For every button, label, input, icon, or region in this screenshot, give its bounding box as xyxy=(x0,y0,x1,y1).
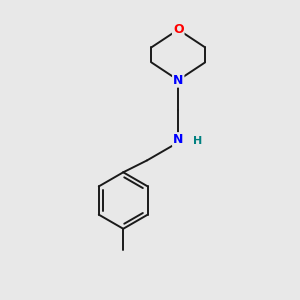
Text: N: N xyxy=(173,133,183,146)
Text: H: H xyxy=(193,136,202,146)
Text: N: N xyxy=(173,74,183,87)
Text: O: O xyxy=(173,23,184,36)
